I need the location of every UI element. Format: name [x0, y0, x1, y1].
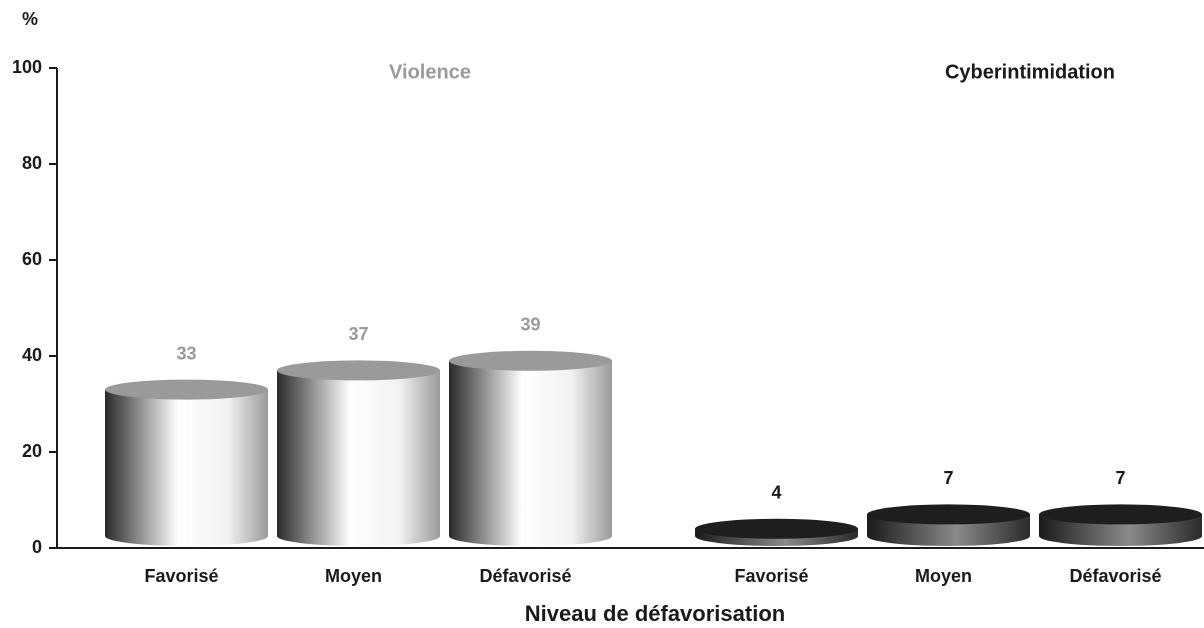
- y-tick-label: 80: [22, 153, 42, 173]
- y-tick-label: 100: [12, 57, 42, 77]
- bar: [277, 370, 440, 536]
- cylinder-top: [1039, 504, 1202, 525]
- x-axis-title: Niveau de défavorisation: [525, 601, 785, 626]
- value-label: 33: [176, 343, 196, 363]
- x-tick-label: Défavorisé: [479, 566, 571, 586]
- series-title: Cyberintimidation: [945, 61, 1115, 83]
- x-tick-label: Moyen: [915, 566, 972, 586]
- value-label: 7: [943, 468, 953, 488]
- cylinder-top: [695, 518, 858, 539]
- x-tick-label: Défavorisé: [1069, 566, 1161, 586]
- cylinder-top: [277, 360, 440, 381]
- value-label: 4: [771, 483, 781, 503]
- x-tick-label: Favorisé: [144, 566, 218, 586]
- cylinder-top: [105, 379, 268, 400]
- value-label: 39: [520, 315, 540, 335]
- series-title: Violence: [389, 61, 471, 83]
- y-tick-label: 40: [22, 345, 42, 365]
- x-tick-label: Moyen: [325, 566, 382, 586]
- bar: [105, 389, 268, 536]
- y-tick-label: 20: [22, 441, 42, 461]
- cylinder-top: [867, 504, 1030, 525]
- y-tick-label: 60: [22, 249, 42, 269]
- y-axis-label: %: [22, 9, 38, 29]
- value-label: 7: [1115, 468, 1125, 488]
- y-tick-label: 0: [32, 537, 42, 557]
- bar: [449, 360, 612, 536]
- x-tick-label: Favorisé: [734, 566, 808, 586]
- value-label: 37: [348, 324, 368, 344]
- cylinder-top: [449, 350, 612, 371]
